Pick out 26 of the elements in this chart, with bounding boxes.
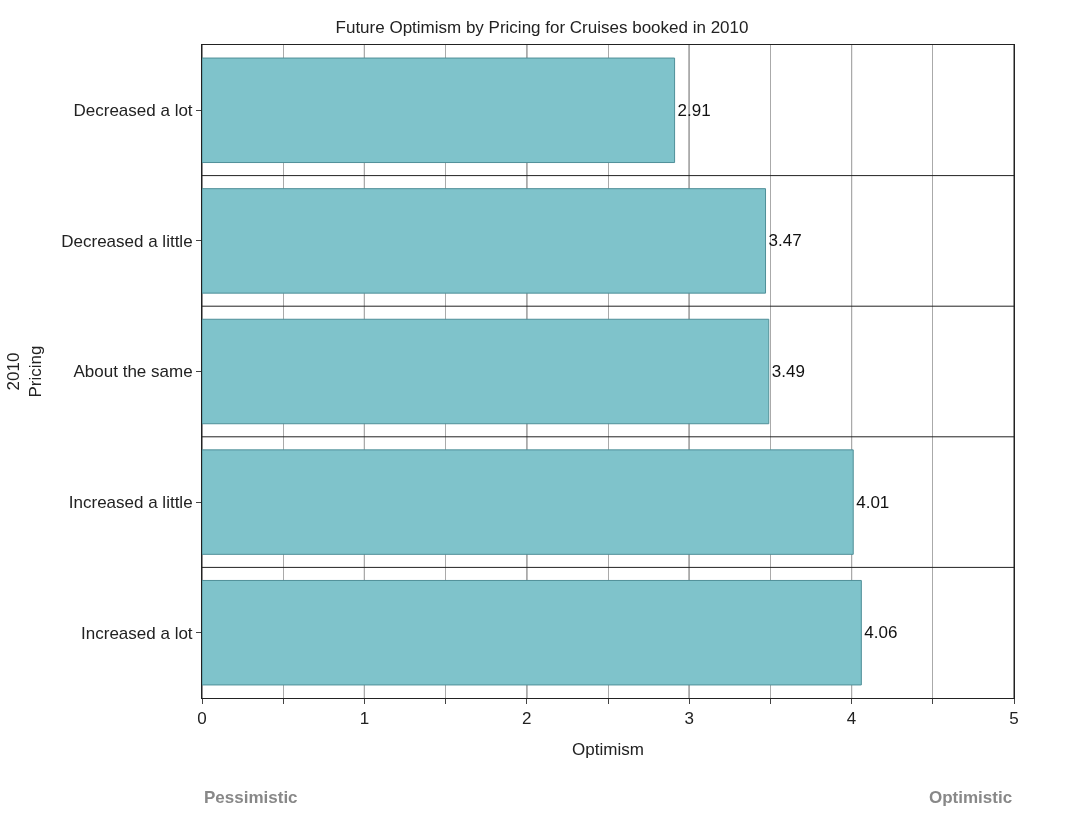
y-tick-label: Increased a lot xyxy=(81,623,193,643)
x-tick-label: 0 xyxy=(197,709,207,729)
data-label: 4.01 xyxy=(856,492,890,512)
x-tick-label: 1 xyxy=(359,709,370,729)
bar xyxy=(202,57,676,164)
text: Optimistic xyxy=(929,788,1013,807)
y-axis-title: 2010 Pricing xyxy=(3,345,45,398)
x-tick-label: 4 xyxy=(846,709,857,729)
data-label: 4.06 xyxy=(864,623,898,643)
y-tick-label: Decreased a little xyxy=(61,231,193,251)
data-label: 3.47 xyxy=(768,231,802,251)
y-tick-label: Increased a little xyxy=(68,493,193,513)
chart-title: Future Optimism by Pricing for Cruises booked in 2010 xyxy=(335,17,749,37)
x-tick-label: 3 xyxy=(684,709,694,729)
x-tick-label: 5 xyxy=(1009,709,1019,729)
bar xyxy=(202,579,862,686)
data-label: 3.49 xyxy=(771,362,805,381)
y-tick-label: Decreased a lot xyxy=(73,101,193,121)
bar xyxy=(202,449,854,555)
y-tick-label: About the same xyxy=(73,362,193,382)
text: Pessimistic xyxy=(204,788,298,807)
bar xyxy=(202,188,767,294)
x-tick-label: 2 xyxy=(522,709,532,729)
x-axis-title: Optimism xyxy=(572,739,644,759)
data-label: 2.91 xyxy=(677,100,711,120)
bar xyxy=(202,318,770,425)
